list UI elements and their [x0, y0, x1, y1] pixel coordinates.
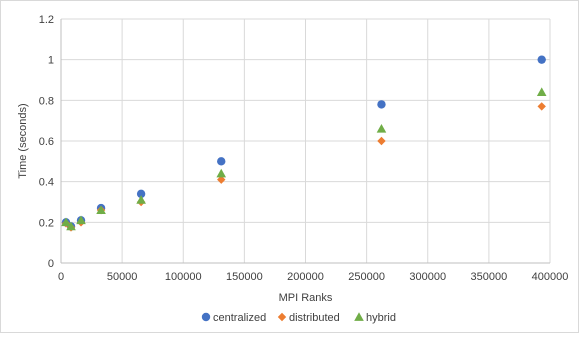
series-centralized: [61, 55, 546, 231]
legend-item-hybrid: hybrid: [354, 312, 396, 324]
y-tick-label: 0.6: [39, 136, 54, 148]
legend-item-distributed: distributed: [277, 312, 340, 324]
hybrid-point: [136, 195, 146, 204]
hybrid-point: [376, 124, 387, 133]
centralized-point: [377, 100, 386, 109]
hybrid-point: [76, 215, 86, 225]
x-tick-label: 150000: [226, 271, 263, 283]
x-tick-label: 300000: [409, 271, 446, 283]
distributed-point: [537, 102, 546, 111]
series-distributed: [61, 102, 546, 232]
x-tick-label: 100000: [165, 271, 202, 283]
tick-labels: 0 0.2 0.4 0.6 0.8 1 1.2 0 50000 100000 150000 20000…: [39, 14, 569, 283]
x-tick-label: 200000: [287, 271, 324, 283]
y-tick-label: 1: [48, 55, 54, 67]
distributed-point: [217, 175, 226, 184]
series-hybrid: [61, 87, 547, 231]
legend-item-centralized: centralized: [201, 312, 266, 324]
axes: [60, 19, 550, 264]
x-tick-label: 250000: [348, 271, 385, 283]
legend-label: distributed: [289, 312, 340, 324]
x-axis-title: MPI Ranks: [279, 292, 333, 304]
y-tick-label: 1.2: [39, 14, 54, 26]
x-tick-label: 350000: [471, 271, 508, 283]
legend-label: centralized: [213, 312, 266, 324]
centralized-point: [136, 189, 146, 199]
legend-marker-centralized: [201, 312, 211, 322]
hybrid-point: [66, 221, 76, 231]
y-tick-label: 0.4: [39, 177, 54, 189]
grid-lines: [61, 18, 551, 263]
y-tick-label: 0: [48, 258, 54, 270]
hybrid-point: [61, 217, 71, 227]
centralized-point: [537, 55, 546, 64]
legend-label: hybrid: [366, 312, 396, 324]
hybrid-point: [96, 205, 106, 214]
hybrid-point: [536, 87, 547, 97]
legend-marker-hybrid: [354, 312, 364, 321]
centralized-point: [217, 157, 226, 166]
y-tick-label: 0.8: [39, 95, 54, 107]
legend: centralized distributed hybrid: [201, 312, 396, 324]
legend-marker-distributed: [277, 312, 287, 322]
y-tick-label: 0.2: [39, 217, 54, 229]
hybrid-point: [216, 168, 227, 178]
distributed-point: [377, 136, 386, 146]
x-tick-label: 0: [58, 271, 64, 283]
y-axis-title: Time (seconds): [17, 103, 29, 178]
x-tick-label: 50000: [107, 271, 138, 283]
data-points: [61, 55, 547, 232]
x-tick-label: 400000: [532, 271, 569, 283]
